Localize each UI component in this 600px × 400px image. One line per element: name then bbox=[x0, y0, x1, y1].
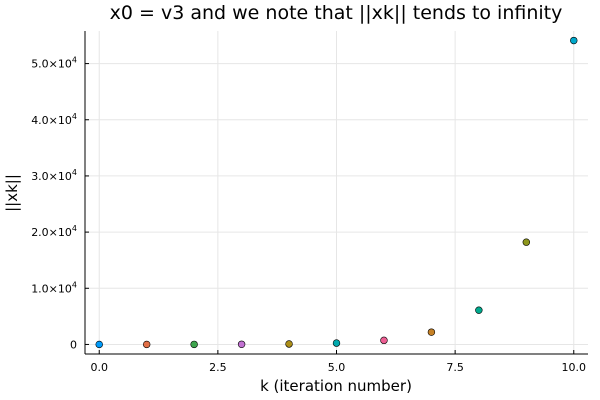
y-tick-label: 2.0×104 bbox=[31, 224, 77, 239]
y-axis-label: ||xk|| bbox=[3, 174, 21, 212]
data-point bbox=[522, 238, 531, 246]
y-tick-label: 1.0×104 bbox=[31, 280, 77, 295]
data-point bbox=[380, 336, 388, 345]
data-point bbox=[190, 340, 198, 349]
x-tick-label: 0.0 bbox=[90, 361, 108, 374]
data-point bbox=[95, 340, 103, 349]
x-tick-label: 7.5 bbox=[446, 361, 464, 374]
data-points bbox=[95, 36, 578, 349]
x-tick-label: 2.5 bbox=[209, 361, 227, 374]
data-point bbox=[237, 340, 246, 348]
chart-title: x0 = v3 and we note that ||xk|| tends to… bbox=[110, 2, 563, 24]
x-tick-label: 10.0 bbox=[562, 361, 587, 374]
x-axis-label: k (iteration number) bbox=[260, 377, 412, 395]
x-tick-label: 5.0 bbox=[328, 361, 346, 374]
data-point bbox=[475, 306, 483, 314]
y-ticks: 0 1.0×104 2.0×104 3.0×104 4.0×104 5.0×104 bbox=[31, 56, 89, 351]
data-point bbox=[570, 36, 578, 45]
y-tick-label: 3.0×104 bbox=[31, 168, 77, 183]
data-point bbox=[285, 340, 293, 348]
data-point bbox=[427, 328, 436, 336]
y-tick-label: 0 bbox=[70, 338, 77, 351]
data-point bbox=[142, 340, 151, 349]
grid bbox=[85, 31, 588, 354]
data-point bbox=[332, 339, 341, 347]
x-ticks: 0.0 2.5 5.0 7.5 10.0 bbox=[90, 350, 586, 374]
y-tick-label: 5.0×104 bbox=[31, 56, 77, 71]
y-tick-label: 4.0×104 bbox=[31, 112, 77, 127]
